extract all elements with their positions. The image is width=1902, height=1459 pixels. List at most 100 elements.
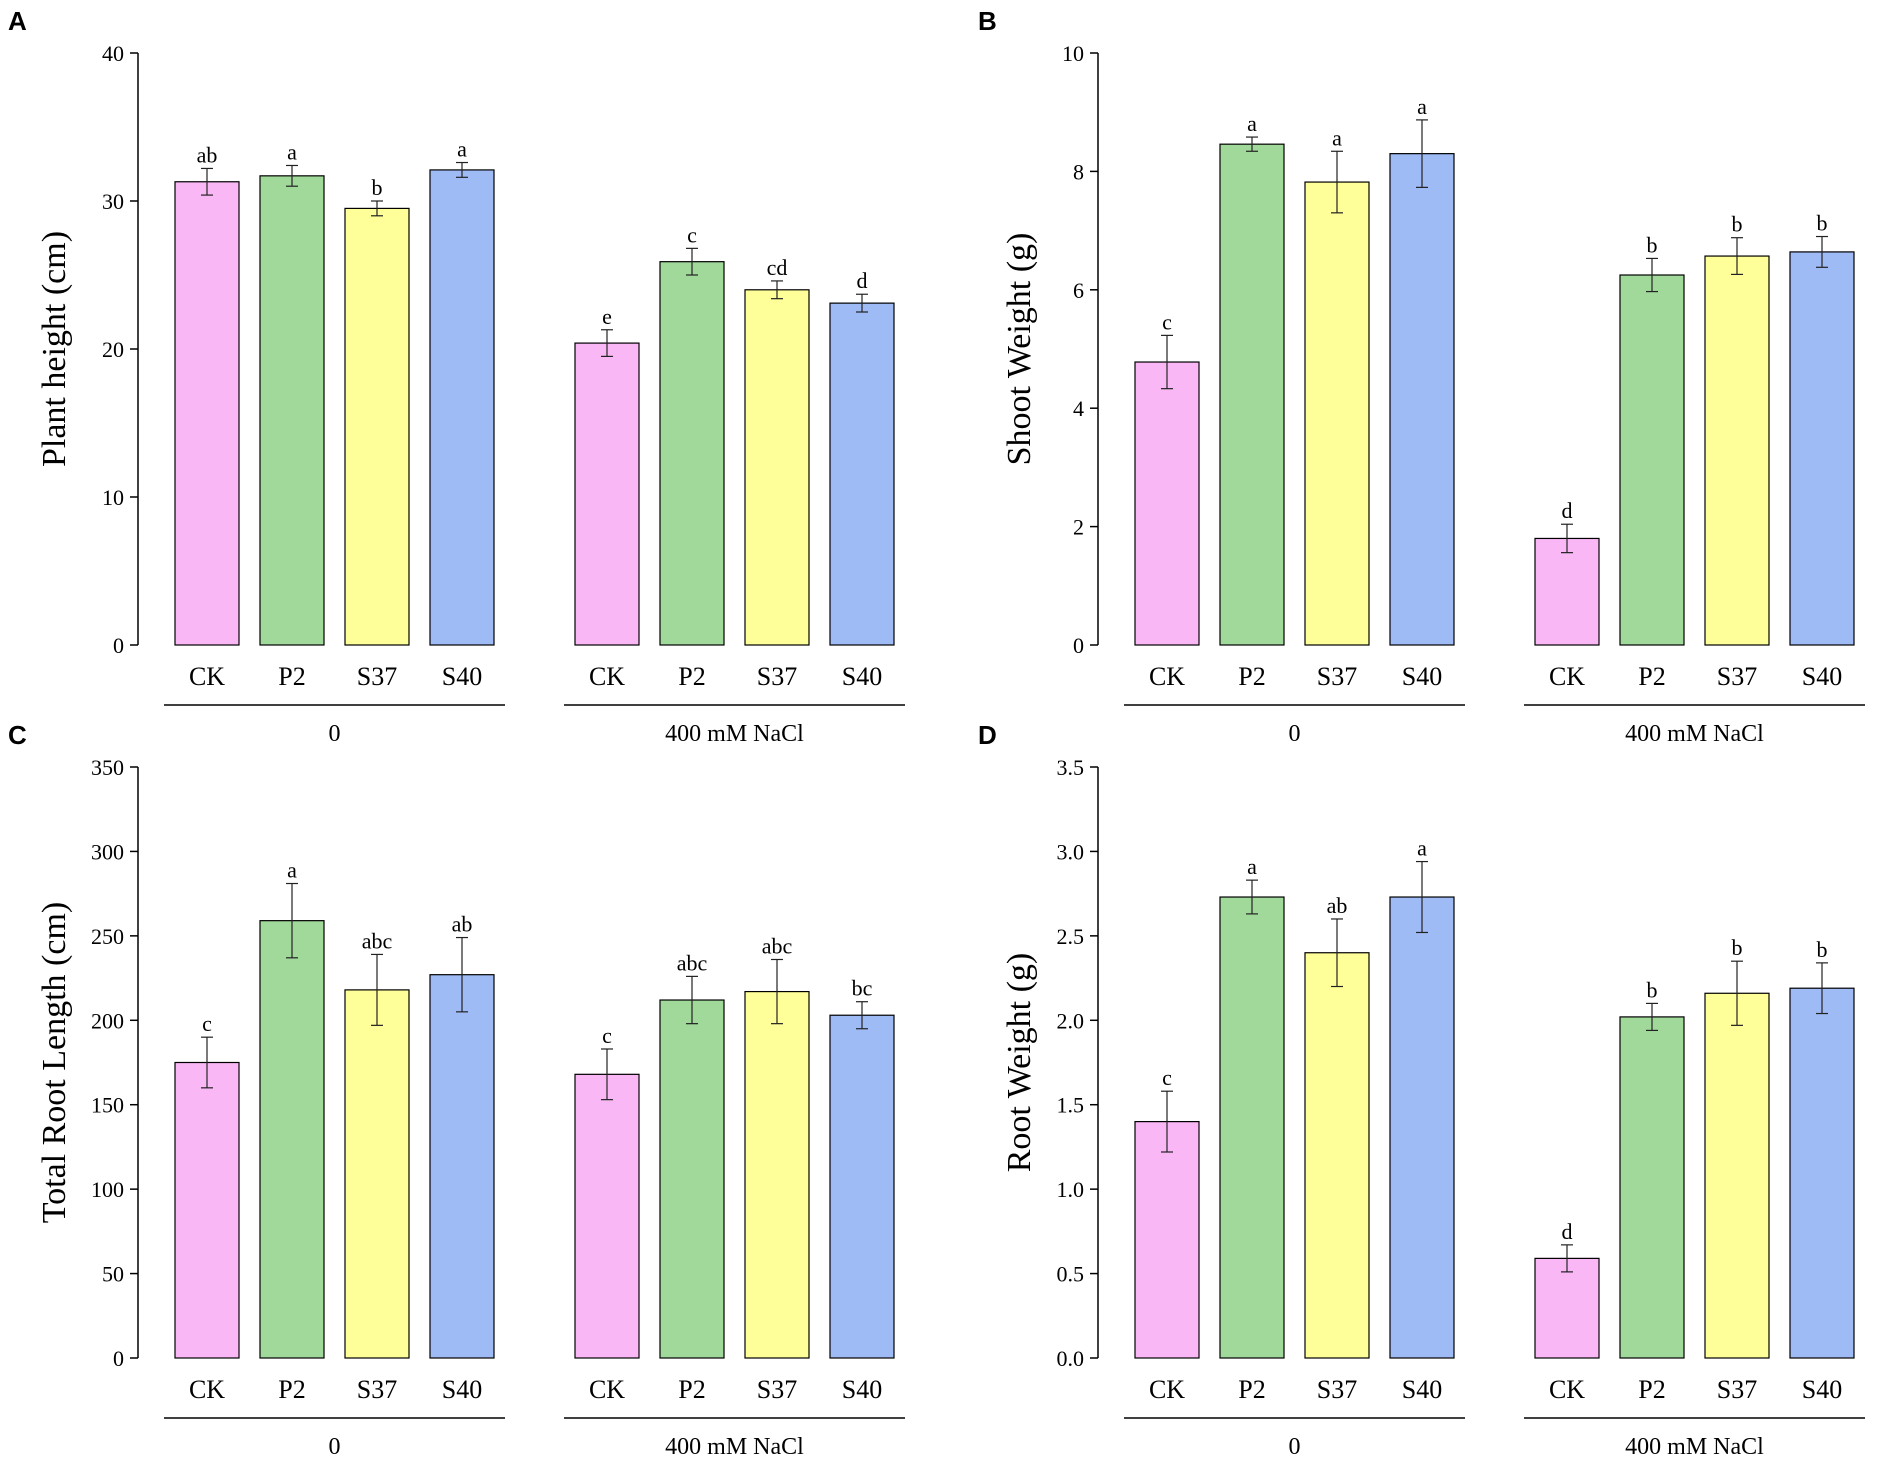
y-tick-label: 250	[91, 924, 124, 949]
significance-letter: e	[602, 304, 612, 329]
significance-letter: a	[287, 139, 297, 164]
y-tick-label: 10	[102, 485, 124, 510]
group-label: 400 mM NaCl	[665, 1434, 804, 1459]
y-tick-label: 1.0	[1057, 1177, 1085, 1202]
significance-letter: ab	[197, 142, 218, 167]
y-tick-label: 40	[102, 41, 124, 66]
y-tick-label: 3.5	[1057, 755, 1085, 780]
chart-panel-b: B 0 2 4 6 8 10 Shoot Weight (g) c CK a P2 a S37 a S40 0 d…	[978, 6, 1865, 747]
y-tick-label: 150	[91, 1093, 124, 1118]
panel-letter: D	[978, 720, 997, 750]
group-label: 400 mM NaCl	[1625, 1434, 1764, 1459]
x-category-label: P2	[1238, 662, 1265, 691]
bar-ck	[1134, 361, 1200, 646]
bar-p2	[1219, 896, 1285, 1359]
significance-letter: b	[1732, 935, 1743, 960]
x-category-label: S37	[1317, 662, 1357, 691]
bar-s37	[744, 990, 810, 1359]
y-axis-label: Plant height (cm)	[36, 231, 73, 467]
chart-panel-c: C 0 50 100 150 200 250 300 350 Total Root Length …	[8, 720, 905, 1459]
y-tick-label: 2.0	[1057, 1008, 1085, 1033]
group-label: 400 mM NaCl	[1625, 721, 1764, 747]
y-tick-label: 6	[1073, 278, 1084, 303]
bar-s37	[1304, 952, 1370, 1359]
y-tick-label: 10	[1062, 41, 1084, 66]
bar-ck	[574, 1073, 640, 1359]
x-category-label: S40	[442, 662, 482, 691]
x-category-label: S40	[442, 1375, 482, 1404]
group-label: 400 mM NaCl	[665, 721, 804, 747]
group-label: 0	[329, 1434, 341, 1459]
x-category-label: S37	[357, 662, 397, 691]
y-tick-label: 0	[113, 633, 124, 658]
significance-letter: c	[1162, 1065, 1172, 1090]
significance-letter: b	[1647, 977, 1658, 1002]
bar-s40	[1789, 251, 1855, 646]
x-category-label: S40	[1402, 662, 1442, 691]
y-tick-label: 0	[113, 1346, 124, 1371]
bar-ck	[1134, 1120, 1200, 1359]
x-category-label: S40	[1402, 1375, 1442, 1404]
y-tick-label: 50	[102, 1262, 124, 1287]
x-category-label: S37	[1317, 1375, 1357, 1404]
x-category-label: S37	[1717, 662, 1757, 691]
bar-p2	[259, 920, 325, 1359]
bar-s37	[744, 289, 810, 646]
bar-p2	[1219, 143, 1285, 646]
significance-letter: b	[1647, 232, 1658, 257]
bar-ck	[1534, 1257, 1600, 1359]
x-category-label: P2	[278, 1375, 305, 1404]
significance-letter: b	[1817, 937, 1828, 962]
bar-s37	[1704, 992, 1770, 1359]
y-tick-label: 0	[1073, 633, 1084, 658]
group-label: 0	[1289, 721, 1301, 747]
bar-s40	[429, 169, 495, 646]
bar-s37	[1704, 255, 1770, 646]
significance-letter: abc	[762, 933, 793, 958]
x-category-label: CK	[1549, 1375, 1585, 1404]
x-category-label: S37	[1717, 1375, 1757, 1404]
significance-letter: a	[287, 858, 297, 883]
significance-letter: cd	[767, 255, 788, 280]
x-category-label: P2	[1638, 1375, 1665, 1404]
y-axis-label: Shoot Weight (g)	[1001, 233, 1038, 466]
x-category-label: S37	[757, 1375, 797, 1404]
significance-letter: c	[202, 1011, 212, 1036]
bar-s37	[344, 207, 410, 646]
significance-letter: b	[372, 175, 383, 200]
group-label: 0	[1289, 1434, 1301, 1459]
significance-letter: a	[1247, 854, 1257, 879]
significance-letter: d	[857, 268, 868, 293]
significance-letter: a	[457, 137, 467, 162]
x-category-label: P2	[1238, 1375, 1265, 1404]
x-category-label: S40	[842, 1375, 882, 1404]
y-tick-label: 3.0	[1057, 839, 1085, 864]
x-category-label: P2	[678, 1375, 705, 1404]
bar-p2	[1619, 1016, 1685, 1359]
x-category-label: CK	[189, 662, 225, 691]
bar-ck	[174, 1061, 240, 1359]
panel-letter: A	[8, 6, 27, 36]
y-tick-label: 0.5	[1057, 1262, 1085, 1287]
significance-letter: b	[1817, 211, 1828, 236]
y-axis-label: Total Root Length (cm)	[36, 902, 73, 1224]
y-tick-label: 2	[1073, 515, 1084, 540]
bar-s37	[1304, 181, 1370, 646]
y-tick-label: 30	[102, 189, 124, 214]
bar-s40	[829, 302, 895, 646]
significance-letter: d	[1562, 1219, 1573, 1244]
x-category-label: CK	[189, 1375, 225, 1404]
significance-letter: abc	[677, 950, 708, 975]
y-tick-label: 100	[91, 1177, 124, 1202]
significance-letter: a	[1417, 836, 1427, 861]
panel-letter: B	[978, 6, 997, 36]
bar-p2	[659, 999, 725, 1359]
significance-letter: abc	[362, 928, 393, 953]
x-category-label: S40	[842, 662, 882, 691]
x-category-label: S40	[1802, 1375, 1842, 1404]
bar-s40	[1789, 987, 1855, 1359]
significance-letter: a	[1417, 94, 1427, 119]
bar-s40	[1389, 896, 1455, 1359]
x-category-label: S37	[357, 1375, 397, 1404]
